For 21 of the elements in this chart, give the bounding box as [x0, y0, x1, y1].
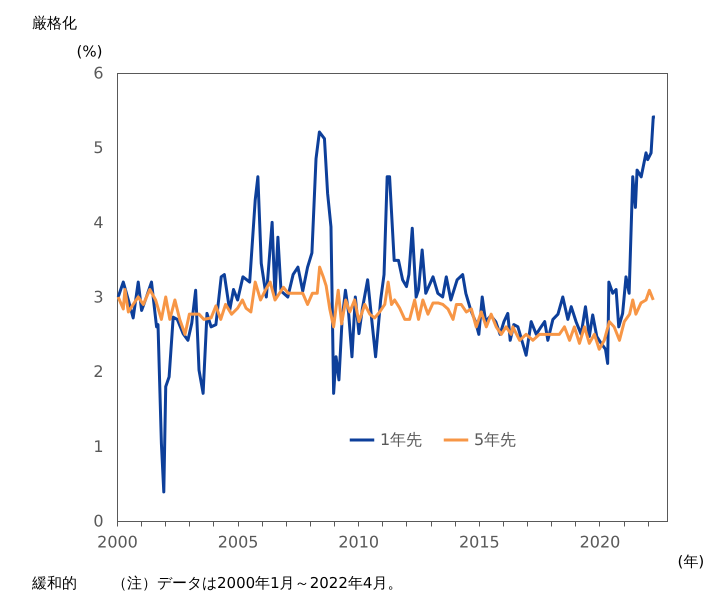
x-tick-label: 2005	[218, 532, 258, 552]
x-tick-label: 2000	[97, 532, 138, 552]
legend-label: 1年先	[380, 430, 422, 449]
text: （注）データは2000年1月～2022年4月。	[112, 574, 402, 592]
x-tick-label: 2020	[580, 532, 620, 552]
x-tick-label: 2010	[338, 532, 380, 552]
x-tick-label: 2015	[458, 532, 500, 552]
y-tick-label: 1	[93, 436, 104, 456]
line-series	[116, 116, 656, 494]
y-tick-label: 5	[93, 138, 104, 158]
text: 厳格化	[32, 14, 77, 32]
y-axis-title: (%)	[76, 42, 102, 60]
y-tick-label: 2	[93, 362, 104, 382]
y-tick-label: 3	[93, 288, 104, 306]
x-axis-title: (年)	[678, 552, 704, 570]
y-tick-label: 0	[93, 512, 104, 530]
line-series	[116, 266, 655, 351]
y-tick-label: 4	[93, 212, 104, 232]
y-tick-label: 6	[93, 64, 104, 82]
text: 緩和的	[31, 574, 77, 592]
legend-label: 5年先	[474, 430, 516, 449]
